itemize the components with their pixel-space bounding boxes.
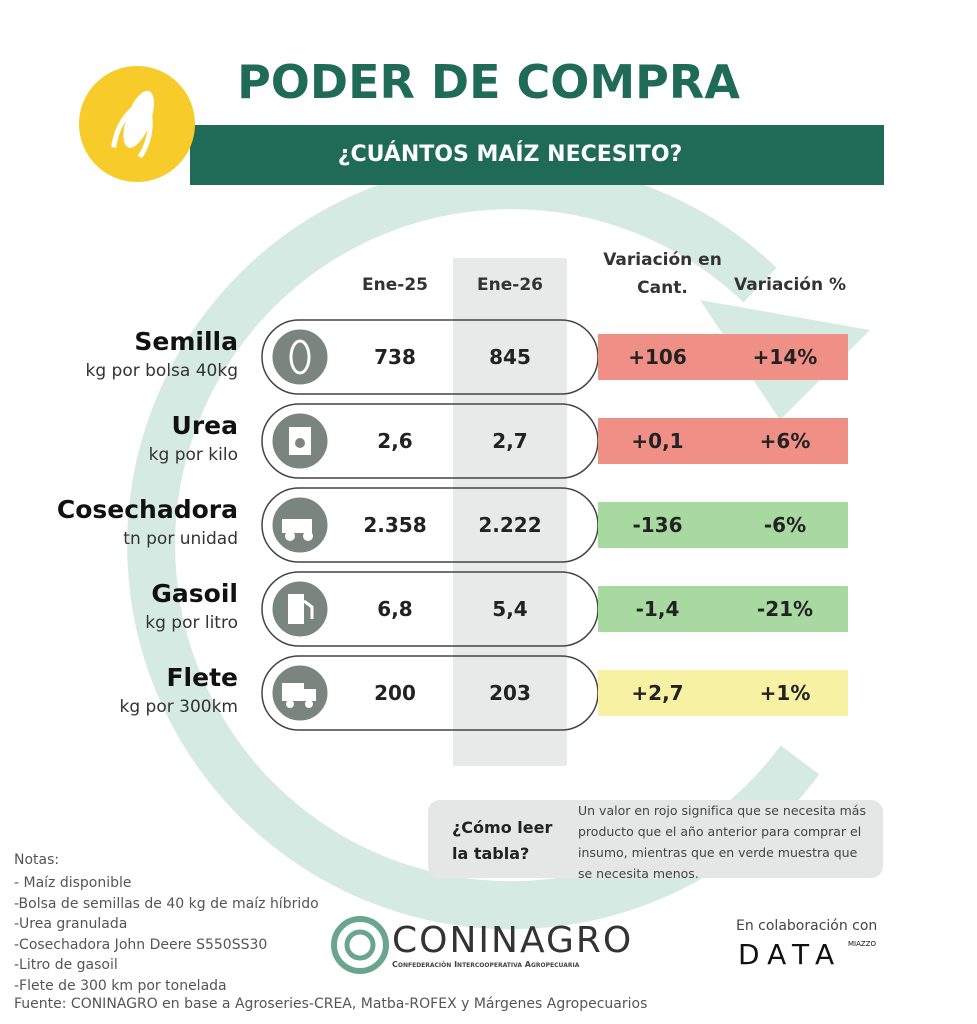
row-name: Gasoil [151,579,238,608]
icon-shape [305,700,313,708]
cell: +2,7 [631,681,684,705]
notes-title: Notas: [14,852,60,868]
note-item: -Cosechadora John Deere S550SS30 [14,936,268,953]
icon-shape [295,438,305,448]
icon-shape [304,689,316,701]
col-header: Variación en Cant. [603,250,722,298]
note-item: -Urea granulada [14,916,128,932]
legend-text: Un valor en rojo significa que se necesi… [578,803,866,881]
partner: DATA [738,938,843,971]
cell: +1% [759,681,811,705]
icon [282,683,316,708]
cell: +0,1 [631,429,684,453]
notes: - Maíz disponible -Bolsa de semillas de 4… [14,873,319,996]
icon-shape [282,683,304,701]
row-name: Urea [171,411,238,440]
icon [288,594,314,624]
icon [282,519,313,541]
cell: +6% [759,429,811,453]
icon-shape [286,700,294,708]
collab: En colaboración con [736,918,878,934]
icon-circle [269,326,331,388]
icon-shape [289,339,311,375]
cell: 6,8 [377,597,413,621]
legend-question: ¿Cómo leer la tabla? [452,818,553,863]
cell: -21% [756,597,814,621]
cell: 845 [489,345,531,369]
icon-shape [303,599,314,619]
icon-shape [282,519,312,533]
cell: +14% [752,345,818,369]
cell: -6% [763,513,807,537]
cell: +106 [628,345,687,369]
icon-shape [285,531,295,541]
icon-shape [303,531,313,541]
partner-sub: MIAZZO [848,940,876,948]
note-item: -Litro de gasoil [14,957,118,973]
cell: 200 [374,681,416,705]
variation-band [598,334,848,380]
variation-band [598,418,848,464]
col-header: Ene-25 [362,275,428,295]
cell: -1,4 [635,597,680,621]
variation-band [598,502,848,548]
row-name: Cosechadora [56,495,238,524]
row-unit: kg por 300km [119,697,238,717]
cell: 203 [489,681,531,705]
icon-shape [288,594,304,624]
cell: 5,4 [492,597,528,621]
cell: 2.358 [363,513,427,537]
title: PODER DE COMPRA [237,55,740,109]
row-name: Flete [166,663,238,692]
subtitle: ¿CUÁNTOS MAÍZ NECESITO? [337,142,683,167]
cell: -136 [632,513,683,537]
row-unit: kg por kilo [148,445,238,465]
source: Fuente: CONINAGRO en base a Agroseries-C… [14,996,648,1012]
note-item: -Flete de 300 km por tonelada [14,977,227,994]
row-unit: kg por litro [145,613,238,633]
cell: 2,7 [492,429,528,453]
icon [289,339,311,375]
variation-band [598,586,848,632]
logo: CONINAGRO [392,920,634,961]
variation-band [598,670,848,716]
row-unit: tn por unidad [123,529,238,549]
row-unit: kg por bolsa 40kg [85,361,239,381]
cell: 2,6 [377,429,413,453]
col-header: Ene-26 [477,275,543,295]
cell: 2.222 [478,513,542,537]
logo-sub: Confederación Intercooperativa Agropecua… [392,960,580,969]
cell: 738 [374,345,416,369]
icon [289,427,311,455]
col-header: Variación % [733,275,847,295]
note-item: - Maíz disponible [14,875,132,891]
row-name: Semilla [134,327,238,356]
note-item: -Bolsa de semillas de 40 kg de maíz híbr… [14,895,319,912]
